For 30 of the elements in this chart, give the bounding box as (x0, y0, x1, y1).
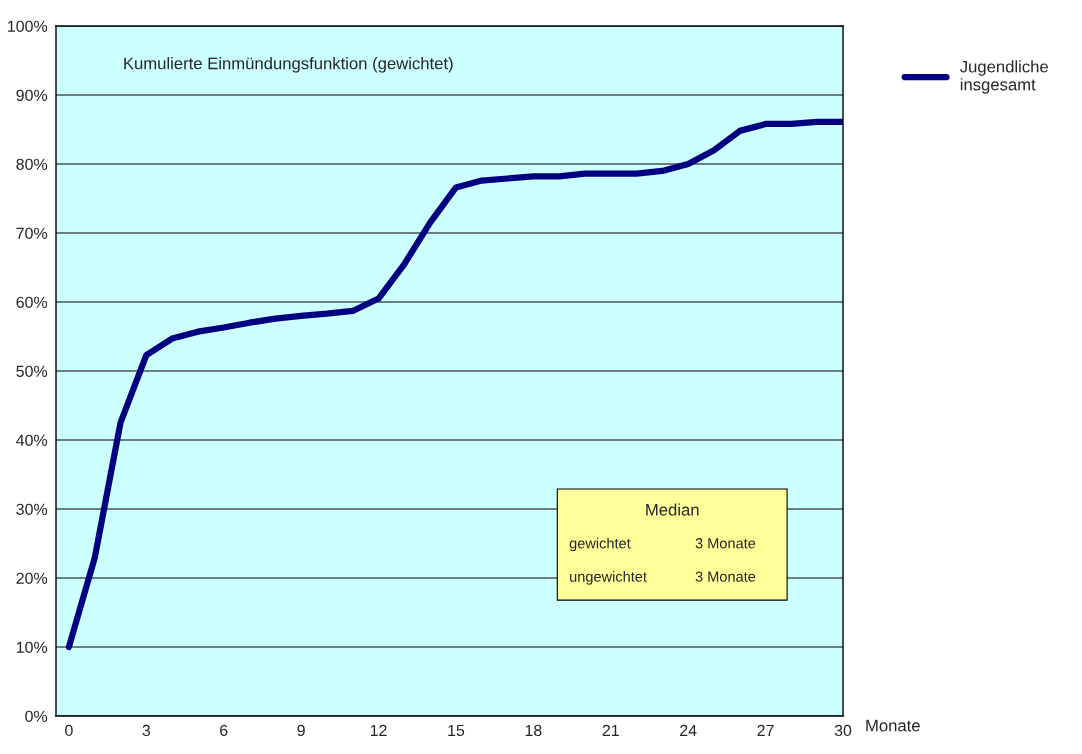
x-tick-label: 6 (220, 724, 228, 737)
x-tick-label: 27 (757, 724, 774, 736)
annotation: 3 Monate (695, 571, 756, 582)
y-tick-label: 10% (16, 641, 48, 653)
x-tick-label: 30 (834, 724, 852, 737)
x-tick-label: 18 (525, 724, 542, 737)
y-tick-label: 0% (25, 710, 48, 722)
y-tick-label: 40% (16, 434, 48, 446)
x-tick-label: 9 (297, 724, 305, 737)
x-tick-label: 3 (142, 724, 151, 737)
y-tick-label: 60% (16, 296, 48, 308)
y-tick-label: 90% (16, 89, 48, 101)
x-tick-label: 21 (602, 724, 619, 736)
y-tick-label: 20% (16, 572, 48, 584)
y-tick-label: 70% (16, 227, 48, 239)
annotation: ungewichtet (570, 571, 647, 585)
x-tick-label: 15 (448, 724, 465, 737)
x-tick-label: 0 (65, 724, 73, 737)
x-axis-title: Monate (866, 719, 920, 732)
annotation: 3 Monate (695, 538, 756, 549)
text: Kumulierte Einmündungsfunktion (gewichtet) (124, 57, 453, 73)
y-tick-label: 80% (16, 158, 48, 170)
x-tick-label: 12 (370, 724, 387, 736)
legend-label: Jugendliche insgesamt (960, 60, 1048, 94)
x-tick-label: 24 (680, 724, 697, 736)
annotation: gewichtet (569, 537, 631, 552)
y-tick-label: 30% (16, 503, 48, 515)
annotation: Median (646, 503, 699, 516)
y-tick-label: 50% (16, 365, 48, 377)
y-tick-label: 100% (8, 20, 48, 32)
